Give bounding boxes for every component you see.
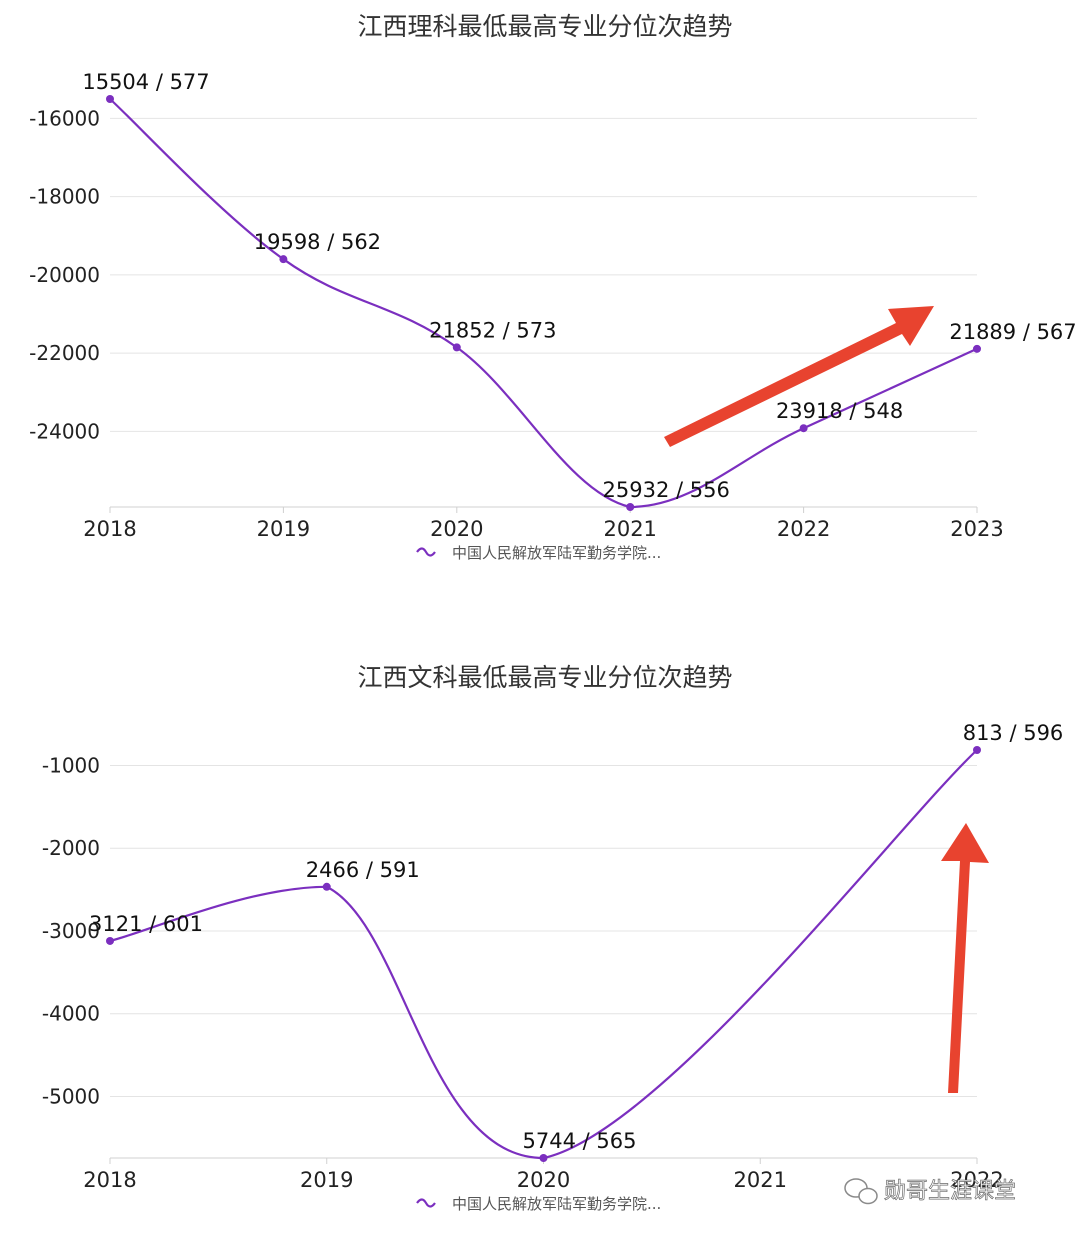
chart-2-data-labels: 3121 / 601 2466 / 591 5744 / 565 813 / 596 xyxy=(89,721,1063,1153)
wechat-icon xyxy=(844,1178,878,1205)
chart-1-series-line xyxy=(109,98,978,509)
chart-1-data-points xyxy=(106,95,981,511)
watermark-text: 勋哥生涯课堂 xyxy=(884,1179,1016,1204)
x-tick-label: 2020 xyxy=(430,517,483,541)
x-tick-label: 2019 xyxy=(257,517,310,541)
y-tick-label: -24000 xyxy=(29,419,100,443)
data-point[interactable] xyxy=(279,255,288,264)
data-label: 2466 / 591 xyxy=(306,858,420,882)
y-tick-label: -20000 xyxy=(29,263,100,287)
chart-1-legend[interactable]: 中国人民解放军陆军勤务学院... xyxy=(416,544,661,562)
chart-1-title: 江西理科最低最高专业分位次趋势 xyxy=(357,12,732,41)
chart-2-y-axis: -1000 -2000 -3000 -4000 -5000 xyxy=(42,753,100,1108)
chart-1-y-axis: -16000 -18000 -20000 -22000 -24000 xyxy=(29,106,100,443)
data-point[interactable] xyxy=(973,344,981,353)
y-tick-label: -16000 xyxy=(29,106,100,130)
x-tick-label: 2021 xyxy=(734,1168,787,1192)
chart-1-grid xyxy=(110,117,977,432)
chart-2-legend-label: 中国人民解放军陆军勤务学院... xyxy=(452,1195,661,1213)
x-tick-label: 2022 xyxy=(950,1168,1003,1192)
data-label: 23918 / 548 xyxy=(776,399,903,423)
x-tick-label: 2022 xyxy=(777,517,830,541)
data-label: 25932 / 556 xyxy=(603,478,730,502)
data-point[interactable] xyxy=(626,503,635,511)
data-point[interactable] xyxy=(799,424,808,433)
y-tick-label: -2000 xyxy=(42,836,100,860)
chart-2-annotation-arrow xyxy=(941,823,989,1093)
data-label: 21852 / 573 xyxy=(429,318,556,342)
chart-2-data-points xyxy=(106,746,981,1162)
data-point[interactable] xyxy=(539,1154,548,1162)
x-tick-label: 2019 xyxy=(300,1168,353,1192)
y-tick-label: -18000 xyxy=(29,185,100,209)
x-tick-label: 2020 xyxy=(517,1168,570,1192)
x-tick-label: 2018 xyxy=(83,517,136,541)
y-tick-label: -3000 xyxy=(42,919,100,943)
data-label: 3121 / 601 xyxy=(89,912,203,936)
x-tick-label: 2021 xyxy=(603,517,656,541)
y-tick-label: -1000 xyxy=(42,753,100,777)
chart-1-annotation-arrow xyxy=(664,306,934,447)
data-label: 21889 / 567 xyxy=(949,320,1076,344)
x-tick-label: 2023 xyxy=(950,517,1003,541)
chart-1-x-axis: 2018 2019 2020 2021 2022 2023 xyxy=(83,507,1004,541)
data-point[interactable] xyxy=(452,343,461,352)
data-label: 15504 / 577 xyxy=(82,70,209,94)
chart-1-legend-label: 中国人民解放军陆军勤务学院... xyxy=(452,544,661,562)
y-tick-label: -22000 xyxy=(29,341,100,365)
data-point[interactable] xyxy=(106,936,114,945)
chart-1-data-labels: 15504 / 577 19598 / 562 21852 / 573 25932 /… xyxy=(82,70,1076,502)
chart-1-legend-swatch xyxy=(416,547,436,557)
y-tick-label: -4000 xyxy=(42,1002,100,1026)
x-tick-label: 2018 xyxy=(83,1168,136,1192)
chart-2-title: 江西文科最低最高专业分位次趋势 xyxy=(357,663,732,692)
watermark: 勋哥生涯课堂 xyxy=(844,1178,1016,1205)
chart-2-legend-swatch xyxy=(416,1198,436,1208)
chart-2-grid xyxy=(110,764,977,1097)
chart-2-x-axis: 2018 2019 2020 2021 2022 xyxy=(83,1158,1004,1192)
data-label: 5744 / 565 xyxy=(523,1129,637,1153)
data-point[interactable] xyxy=(322,882,331,891)
y-tick-label: -5000 xyxy=(42,1084,100,1108)
data-point[interactable] xyxy=(973,746,981,754)
data-label: 813 / 596 xyxy=(963,721,1064,745)
chart-2-legend[interactable]: 中国人民解放军陆军勤务学院... xyxy=(416,1195,661,1213)
data-label: 19598 / 562 xyxy=(254,230,381,254)
chart-2-series-line xyxy=(109,749,978,1160)
data-point[interactable] xyxy=(106,95,114,103)
